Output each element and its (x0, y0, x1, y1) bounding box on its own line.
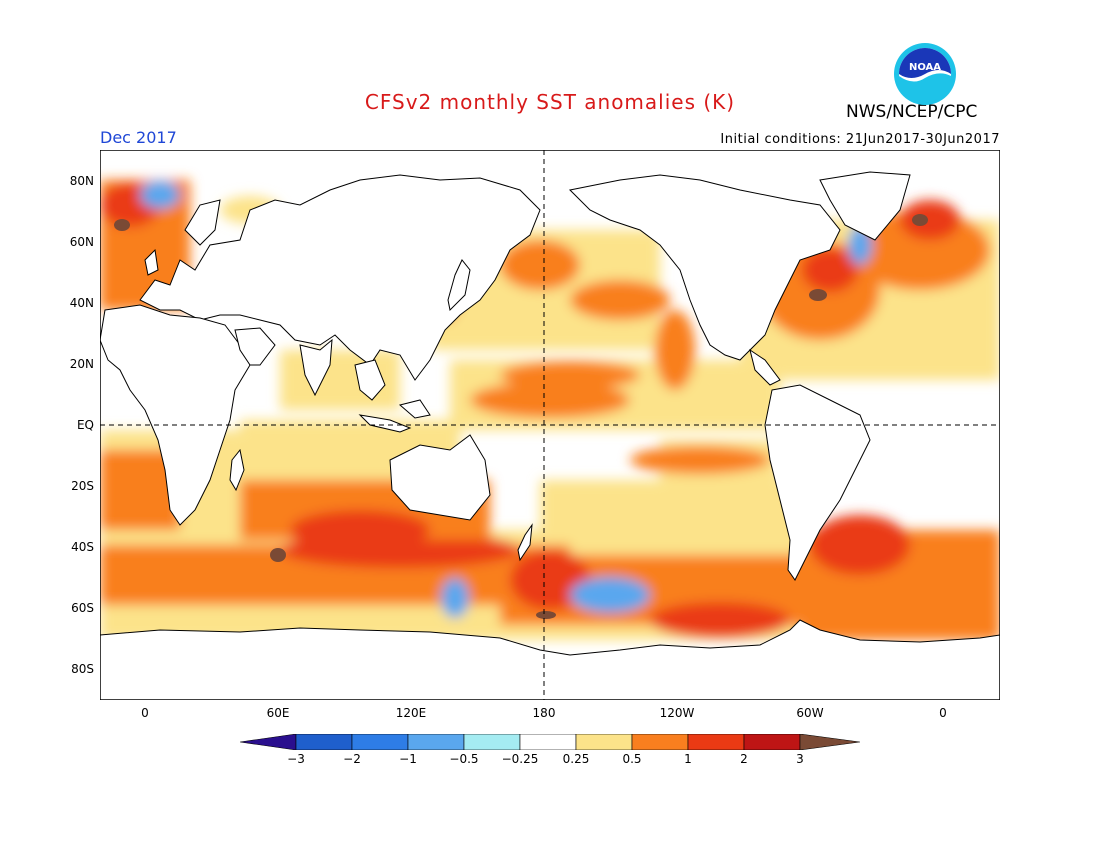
lat-label: 20N (69, 357, 94, 371)
anomaly-spot (270, 548, 286, 562)
colorbar-swatch-10 (799, 734, 860, 750)
lon-label: 60E (266, 706, 290, 720)
colorbar-swatch-8 (687, 734, 745, 750)
lon-label: 0 (141, 706, 149, 720)
anomaly-spot (114, 219, 130, 231)
colorbar-swatch-4 (463, 734, 521, 750)
colorbar-label: −3 (287, 752, 305, 766)
colorbar-label: 1 (684, 752, 692, 766)
lon-label: 120E (395, 706, 427, 720)
continents (100, 171, 1000, 700)
lat-label: 60S (71, 601, 94, 615)
colorbar (240, 734, 860, 750)
chart-title: CFSv2 monthly SST anomalies (K) (364, 90, 736, 114)
noaa-logo-icon: NOAA (894, 43, 956, 105)
forecast-period: Dec 2017 (100, 128, 177, 147)
lat-label: 80S (71, 662, 94, 676)
lat-label: 40S (71, 540, 94, 554)
lat-label: 60N (69, 235, 94, 249)
colorbar-swatch-3 (407, 734, 465, 750)
colorbar-label: 3 (796, 752, 804, 766)
anomaly-spot (809, 289, 827, 301)
colorbar-swatch-5 (519, 734, 577, 750)
colorbar-swatch-7 (631, 734, 689, 750)
svg-text:NOAA: NOAA (909, 62, 941, 73)
anomaly-spot (536, 611, 556, 619)
colorbar-label: −2 (343, 752, 361, 766)
lon-label: 60W (796, 706, 824, 720)
colorbar-label: 2 (740, 752, 748, 766)
colorbar-label: 0.25 (562, 752, 590, 766)
anomaly-spot (912, 214, 928, 226)
colorbar-label: −0.25 (501, 752, 539, 766)
lon-label: 180 (532, 706, 556, 720)
lat-label: 80N (69, 174, 94, 188)
lat-label: 40N (69, 296, 94, 310)
colorbar-swatch-1 (295, 734, 353, 750)
colorbar-label: 0.5 (622, 752, 642, 766)
colorbar-label: −1 (399, 752, 417, 766)
lat-label: 20S (71, 479, 94, 493)
initial-conditions: Initial conditions: 21Jun2017-30Jun2017 (720, 132, 1000, 147)
lat-label: EQ (76, 418, 94, 432)
colorbar-swatch-2 (351, 734, 409, 750)
lon-label: 0 (939, 706, 947, 720)
org-label: NWS/NCEP/CPC (846, 102, 978, 122)
anomaly-fields (100, 180, 1000, 640)
colorbar-swatch-9 (743, 734, 801, 750)
lon-label: 120W (659, 706, 695, 720)
sst-anomaly-map (100, 150, 1000, 700)
colorbar-swatch-0 (240, 734, 297, 750)
colorbar-label: −0.5 (449, 752, 479, 766)
colorbar-swatch-6 (575, 734, 633, 750)
